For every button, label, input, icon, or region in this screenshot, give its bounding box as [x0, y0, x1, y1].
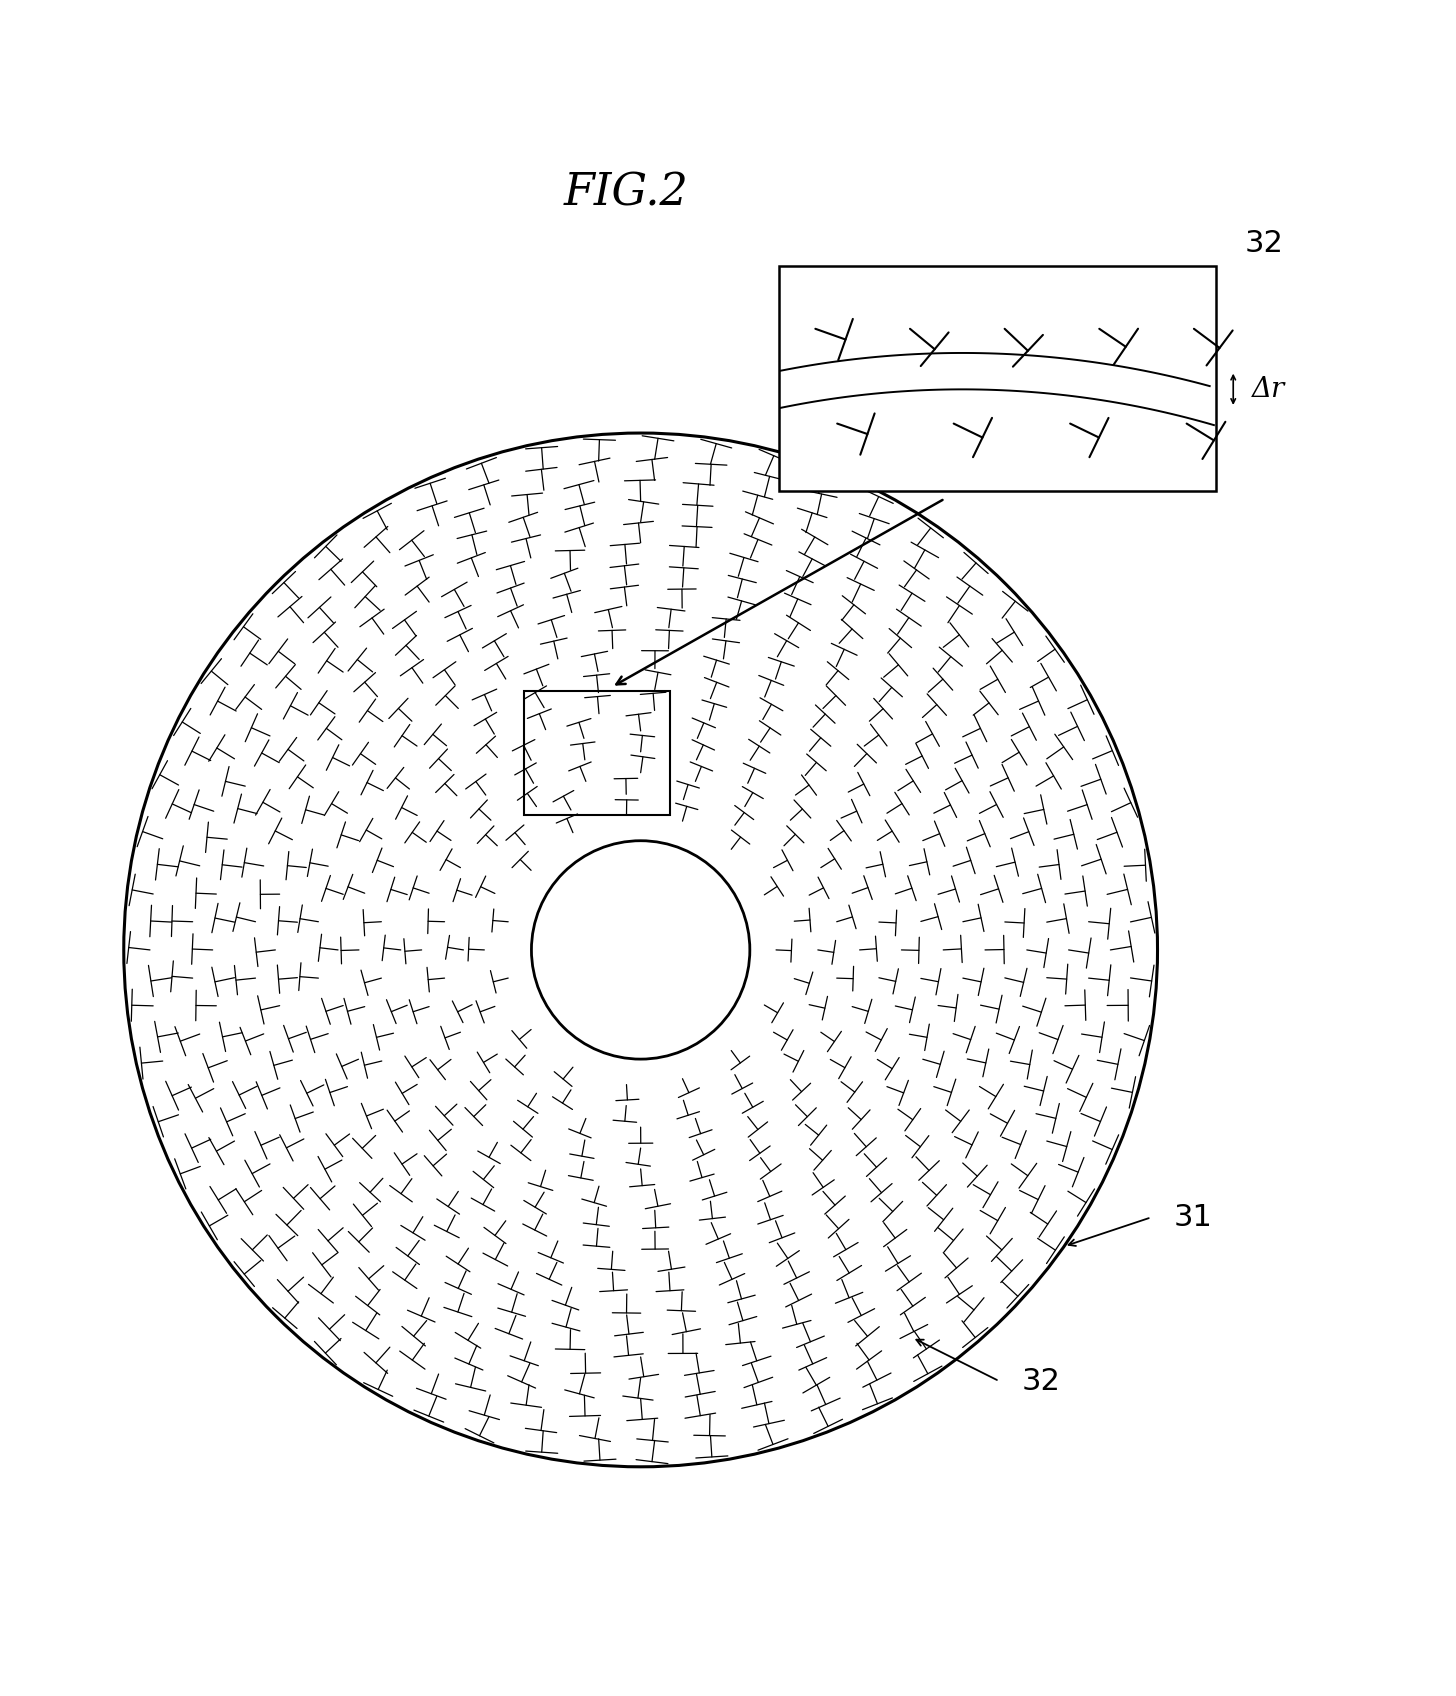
Text: 31: 31 — [1174, 1202, 1211, 1231]
Text: 32: 32 — [1245, 229, 1284, 258]
Text: Δr: Δr — [1252, 377, 1286, 402]
Text: 32: 32 — [1021, 1367, 1060, 1396]
Text: FIG.2: FIG.2 — [563, 171, 689, 214]
Circle shape — [531, 841, 750, 1058]
Bar — [779, 266, 1216, 492]
Bar — [524, 692, 670, 816]
